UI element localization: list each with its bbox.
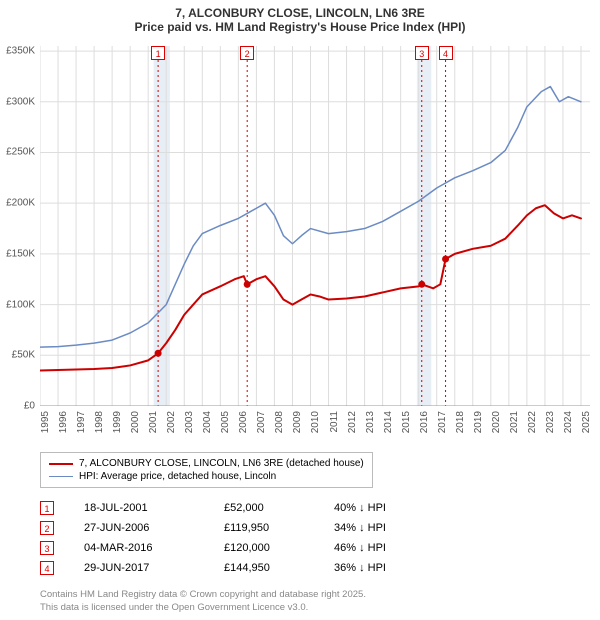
sales-num: 2 — [40, 521, 54, 535]
x-axis-label: 2008 — [274, 411, 285, 433]
legend: 7, ALCONBURY CLOSE, LINCOLN, LN6 3RE (de… — [40, 452, 373, 488]
x-axis-label: 2022 — [527, 411, 538, 433]
x-axis-label: 2019 — [473, 411, 484, 433]
x-axis-label: 1995 — [40, 411, 51, 433]
sales-date: 04-MAR-2016 — [84, 542, 224, 554]
legend-label: HPI: Average price, detached house, Linc… — [79, 471, 276, 482]
title-block: 7, ALCONBURY CLOSE, LINCOLN, LN6 3RE Pri… — [0, 0, 600, 36]
title-subtitle: Price paid vs. HM Land Registry's House … — [0, 20, 600, 34]
x-axis-label: 2024 — [563, 411, 574, 433]
x-axis-label: 2004 — [202, 411, 213, 433]
x-axis-label: 2020 — [491, 411, 502, 433]
chart-area: £0£50K£100K£150K£200K£250K£300K£350K1995… — [40, 46, 590, 406]
x-axis-label: 2005 — [220, 411, 231, 433]
x-axis-label: 2010 — [310, 411, 321, 433]
x-axis-label: 2023 — [545, 411, 556, 433]
sales-row: 2 27-JUN-2006£119,95034% ↓ HPI — [40, 518, 434, 538]
y-axis-label: £0 — [24, 401, 35, 412]
chart-svg — [40, 46, 590, 406]
sales-diff: 40% ↓ HPI — [334, 502, 434, 514]
sales-diff: 34% ↓ HPI — [334, 522, 434, 534]
x-axis-label: 1998 — [94, 411, 105, 433]
y-axis-label: £100K — [6, 299, 35, 310]
y-axis-label: £150K — [6, 248, 35, 259]
y-axis-label: £250K — [6, 147, 35, 158]
x-axis-label: 2017 — [437, 411, 448, 433]
x-axis-label: 2002 — [166, 411, 177, 433]
y-axis-label: £200K — [6, 198, 35, 209]
x-axis-label: 2003 — [184, 411, 195, 433]
sales-date: 18-JUL-2001 — [84, 502, 224, 514]
sales-num: 4 — [40, 561, 54, 575]
title-address: 7, ALCONBURY CLOSE, LINCOLN, LN6 3RE — [0, 6, 600, 20]
sales-row: 4 29-JUN-2017£144,95036% ↓ HPI — [40, 558, 434, 578]
sales-num: 1 — [40, 501, 54, 515]
x-axis-label: 2015 — [401, 411, 412, 433]
x-axis-label: 2013 — [365, 411, 376, 433]
x-axis-label: 2018 — [455, 411, 466, 433]
x-axis-label: 2007 — [256, 411, 267, 433]
sales-row: 1 18-JUL-2001£52,00040% ↓ HPI — [40, 498, 434, 518]
x-axis-label: 2006 — [238, 411, 249, 433]
x-axis-label: 2011 — [329, 411, 340, 433]
x-axis-label: 2000 — [130, 411, 141, 433]
footer-line1: Contains HM Land Registry data © Crown c… — [40, 589, 366, 601]
sale-marker-3: 3 — [415, 46, 429, 60]
x-axis-label: 1996 — [58, 411, 69, 433]
y-axis-label: £300K — [6, 96, 35, 107]
sale-marker-1: 1 — [151, 46, 165, 60]
sales-price: £119,950 — [224, 522, 334, 534]
sales-num: 3 — [40, 541, 54, 555]
chart-container: 7, ALCONBURY CLOSE, LINCOLN, LN6 3RE Pri… — [0, 0, 600, 620]
y-axis-label: £50K — [12, 350, 35, 361]
y-axis-label: £350K — [6, 46, 35, 57]
x-axis-label: 2014 — [383, 411, 394, 433]
sales-row: 3 04-MAR-2016£120,00046% ↓ HPI — [40, 538, 434, 558]
sales-date: 29-JUN-2017 — [84, 562, 224, 574]
legend-swatch — [49, 463, 73, 465]
sales-price: £52,000 — [224, 502, 334, 514]
x-axis-label: 2009 — [292, 411, 303, 433]
footer: Contains HM Land Registry data © Crown c… — [40, 589, 366, 614]
sales-price: £120,000 — [224, 542, 334, 554]
sales-diff: 36% ↓ HPI — [334, 562, 434, 574]
sales-diff: 46% ↓ HPI — [334, 542, 434, 554]
x-axis-label: 2021 — [509, 411, 520, 433]
sales-date: 27-JUN-2006 — [84, 522, 224, 534]
sale-marker-4: 4 — [439, 46, 453, 60]
sales-table: 1 18-JUL-2001£52,00040% ↓ HPI 2 27-JUN-2006… — [40, 498, 434, 578]
x-axis-label: 1997 — [76, 411, 87, 433]
legend-swatch — [49, 476, 73, 477]
x-axis-label: 2001 — [148, 411, 159, 433]
sale-marker-2: 2 — [240, 46, 254, 60]
legend-item: 7, ALCONBURY CLOSE, LINCOLN, LN6 3RE (de… — [49, 457, 364, 470]
sales-price: £144,950 — [224, 562, 334, 574]
legend-item: HPI: Average price, detached house, Linc… — [49, 470, 364, 483]
x-axis-label: 2012 — [347, 411, 358, 433]
x-axis-label: 1999 — [112, 411, 123, 433]
x-axis-label: 2025 — [581, 411, 592, 433]
legend-label: 7, ALCONBURY CLOSE, LINCOLN, LN6 3RE (de… — [79, 458, 364, 469]
x-axis-label: 2016 — [419, 411, 430, 433]
footer-line2: This data is licensed under the Open Gov… — [40, 602, 366, 614]
